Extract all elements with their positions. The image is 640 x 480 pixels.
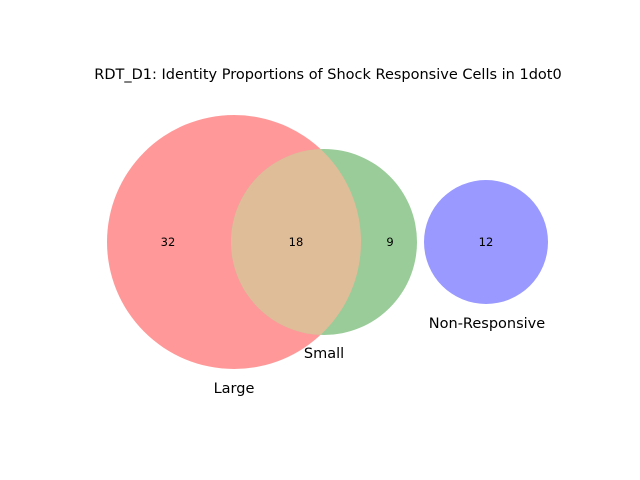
set-label-non-responsive: Non-Responsive: [429, 316, 545, 332]
count-large-small: 18: [289, 235, 304, 249]
count-small-only: 9: [386, 235, 393, 249]
set-label-large: Large: [214, 381, 255, 397]
count-non-responsive: 12: [479, 235, 494, 249]
set-label-small: Small: [304, 346, 344, 362]
set-circle-non-responsive: [424, 180, 548, 304]
overlap-large-small: [231, 149, 361, 335]
chart-title: RDT_D1: Identity Proportions of Shock Re…: [94, 67, 561, 83]
count-large-only: 32: [161, 235, 176, 249]
